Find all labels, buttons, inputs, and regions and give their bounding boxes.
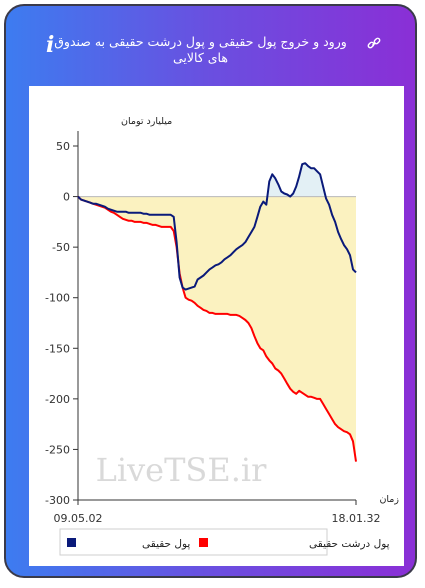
x-tick-label: 09.05.02	[54, 512, 103, 525]
chart-card: ورود و خروج پول حقیقی و پول درشت حقیقی ب…	[4, 4, 417, 578]
chart-title: ورود و خروج پول حقیقی و پول درشت حقیقی ب…	[54, 34, 347, 65]
legend-label: پول حقیقی	[142, 538, 190, 550]
link-icon[interactable]	[367, 36, 381, 55]
y-tick-label: -150	[45, 342, 70, 355]
x-axis-label: زمان	[379, 494, 399, 505]
chart-panel: 50 0 -50 -100 -150 -200 -250 -300 09.05.02 18.01.…	[29, 86, 404, 566]
y-tick-label: -300	[45, 494, 70, 507]
x-tick-label: 18.01.32	[332, 512, 381, 525]
legend-swatch	[67, 538, 76, 547]
y-tick-label: 0	[63, 191, 70, 204]
y-axis-label: میلیارد تومان	[121, 116, 172, 127]
legend-item-real-money: پول حقیقی	[67, 538, 190, 550]
legend-swatch	[199, 538, 208, 547]
series-line-big-real-money	[77, 195, 357, 462]
info-icon[interactable]: i	[46, 32, 55, 58]
series-line-real-money	[77, 162, 357, 291]
big-money-area	[78, 196, 356, 462]
y-tick-label: -200	[45, 393, 70, 406]
legend-label: پول درشت حقیقی	[309, 538, 390, 550]
real-money-positive-area	[78, 163, 356, 197]
y-tick-label: 50	[56, 140, 70, 153]
legend-box	[59, 528, 328, 556]
chart-svg: 50 0 -50 -100 -150 -200 -250 -300 09.05.02 18.01.…	[45, 116, 399, 556]
y-tick-label: -250	[45, 443, 70, 456]
legend: پول حقیقی پول درشت حقیقی	[59, 528, 390, 556]
legend-item-big-real-money: پول درشت حقیقی	[199, 538, 390, 550]
y-tick-label: -50	[52, 241, 70, 254]
watermark: LiveTSE.ir	[96, 451, 268, 489]
y-tick-label: -100	[45, 292, 70, 305]
